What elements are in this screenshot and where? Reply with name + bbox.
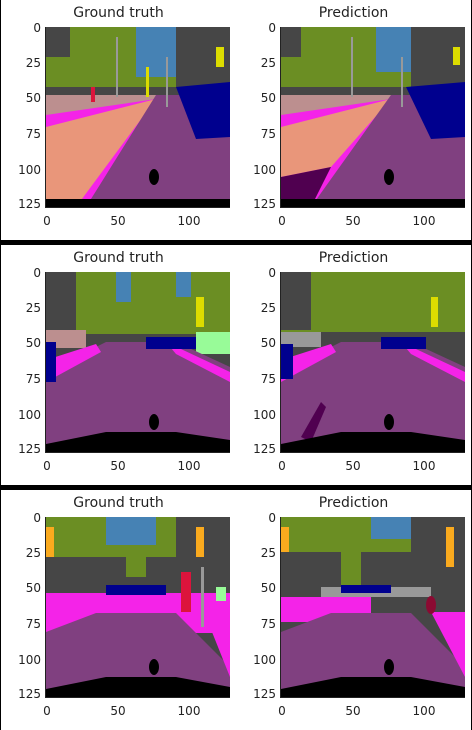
y-tick-label: 50 bbox=[260, 91, 276, 105]
y-tick-label: 0 bbox=[268, 266, 276, 280]
y-tick-label: 100 bbox=[18, 408, 41, 422]
y-tick-label: 75 bbox=[25, 617, 41, 631]
y-tick-label: 100 bbox=[18, 163, 41, 177]
x-tick-label: 100 bbox=[412, 459, 436, 473]
x-tick-label: 0 bbox=[43, 704, 51, 718]
y-tick-label: 125 bbox=[253, 687, 276, 701]
y-tick-label: 25 bbox=[25, 301, 41, 315]
ground-truth-panel: Ground truth 0 25 50 bbox=[1, 490, 236, 730]
segmentation-image bbox=[45, 517, 230, 698]
y-tick-label: 125 bbox=[18, 687, 41, 701]
x-tick-label: 100 bbox=[412, 704, 436, 718]
x-tick-label: 50 bbox=[110, 214, 126, 228]
y-tick-label: 25 bbox=[260, 546, 276, 560]
panel-title: Prediction bbox=[318, 250, 389, 266]
y-tick-label: 50 bbox=[25, 581, 41, 595]
segmentation-image bbox=[45, 27, 230, 208]
panel-title: Prediction bbox=[318, 495, 389, 511]
prediction-panel: Prediction 0 25 50 75 100 125 0 bbox=[236, 245, 471, 485]
y-tick-label: 25 bbox=[260, 56, 276, 70]
y-tick-label: 75 bbox=[260, 617, 276, 631]
y-tick-label: 25 bbox=[25, 56, 41, 70]
x-tick-label: 0 bbox=[43, 214, 51, 228]
x-tick-label: 100 bbox=[177, 459, 201, 473]
ground-truth-panel: Ground truth 0 25 50 75 bbox=[1, 245, 236, 485]
panel-title: Ground truth bbox=[73, 250, 164, 266]
x-tick-label: 0 bbox=[278, 214, 286, 228]
y-tick-label: 0 bbox=[33, 21, 41, 35]
segmentation-image bbox=[45, 272, 230, 453]
comparison-row-3: Ground truth 0 25 50 bbox=[1, 490, 471, 730]
segmentation-image bbox=[280, 272, 465, 453]
y-tick-label: 100 bbox=[253, 408, 276, 422]
y-tick-label: 75 bbox=[260, 372, 276, 386]
x-tick-label: 100 bbox=[412, 214, 436, 228]
segmentation-image bbox=[280, 517, 465, 698]
x-tick-label: 100 bbox=[177, 704, 201, 718]
panel-title: Ground truth bbox=[73, 5, 164, 21]
x-tick-label: 100 bbox=[177, 214, 201, 228]
y-tick-label: 50 bbox=[260, 336, 276, 350]
y-tick-label: 50 bbox=[25, 91, 41, 105]
prediction-panel: Prediction 0 25 50 bbox=[236, 0, 471, 240]
y-tick-label: 25 bbox=[25, 546, 41, 560]
x-tick-label: 50 bbox=[345, 214, 361, 228]
x-tick-label: 50 bbox=[110, 459, 126, 473]
prediction-panel: Prediction 0 25 50 75 bbox=[236, 490, 471, 730]
y-tick-label: 50 bbox=[260, 581, 276, 595]
y-tick-label: 0 bbox=[268, 511, 276, 525]
panel-title: Ground truth bbox=[73, 495, 164, 511]
y-tick-label: 125 bbox=[18, 442, 41, 456]
x-tick-label: 50 bbox=[345, 704, 361, 718]
y-tick-label: 0 bbox=[268, 21, 276, 35]
y-tick-label: 100 bbox=[253, 163, 276, 177]
y-tick-label: 100 bbox=[18, 653, 41, 667]
segmentation-image bbox=[280, 27, 465, 208]
x-tick-label: 0 bbox=[278, 704, 286, 718]
y-tick-label: 75 bbox=[25, 372, 41, 386]
y-tick-label: 0 bbox=[33, 266, 41, 280]
y-tick-label: 100 bbox=[253, 653, 276, 667]
y-tick-label: 25 bbox=[260, 301, 276, 315]
y-tick-label: 125 bbox=[253, 442, 276, 456]
comparison-row-1: Ground truth 0 bbox=[1, 0, 471, 240]
y-tick-label: 75 bbox=[25, 127, 41, 141]
x-tick-label: 0 bbox=[43, 459, 51, 473]
ground-truth-panel: Ground truth 0 bbox=[1, 0, 236, 240]
panel-title: Prediction bbox=[318, 5, 389, 21]
x-tick-label: 0 bbox=[278, 459, 286, 473]
x-tick-label: 50 bbox=[345, 459, 361, 473]
y-tick-label: 50 bbox=[25, 336, 41, 350]
x-tick-label: 50 bbox=[110, 704, 126, 718]
y-tick-label: 75 bbox=[260, 127, 276, 141]
y-tick-label: 125 bbox=[18, 197, 41, 211]
y-tick-label: 125 bbox=[253, 197, 276, 211]
comparison-row-2: Ground truth 0 25 50 75 bbox=[1, 245, 471, 485]
y-tick-label: 0 bbox=[33, 511, 41, 525]
